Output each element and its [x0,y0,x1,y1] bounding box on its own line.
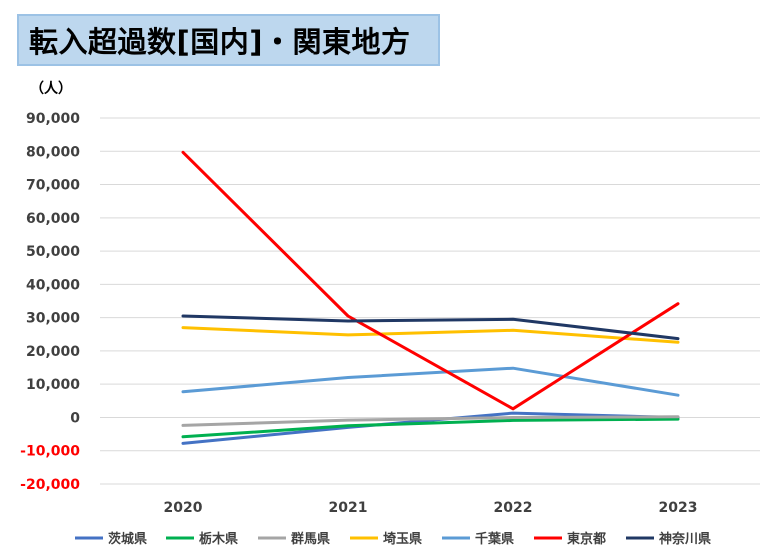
legend-label: 神奈川県 [659,531,711,547]
legend-label: 東京都 [567,531,606,547]
y-tick-label: 20,000 [26,344,80,360]
y-tick-label: 80,000 [26,144,80,160]
series-line [181,417,680,439]
series-line [181,314,680,341]
y-tick-label: 0 [70,410,80,426]
legend-label: 群馬県 [291,531,330,547]
series-line [181,326,680,344]
y-axis-ticks: -20,000 -10,000 0 10,000 20,000 30,000 40,000 5… [20,111,80,493]
legend-label: 茨城県 [108,531,147,547]
x-tick-label: 2022 [494,500,533,516]
series-lines [181,150,680,445]
y-tick-label: 50,000 [26,244,80,260]
chart-title-box: 転入超過数[国内]・関東地方 [17,14,440,66]
x-axis-ticks: 2020 2021 2022 2023 [164,500,698,516]
y-tick-label: 90,000 [26,111,80,127]
legend: 茨城県 栃木県 群馬県 埼玉県 千葉県 東京都 神奈川県 [75,531,711,547]
y-tick-label: 60,000 [26,211,80,227]
y-tick-label: 40,000 [26,277,80,293]
y-axis-unit-label: （人） [30,81,72,97]
x-tick-label: 2023 [659,500,698,516]
y-tick-label: -10,000 [20,444,80,460]
legend-label: 千葉県 [475,531,514,547]
y-tick-label: 70,000 [26,178,80,194]
gridlines [100,117,760,485]
series-line [181,366,680,397]
series-line [181,150,680,411]
y-tick-label: 30,000 [26,311,80,327]
y-tick-label: -20,000 [20,477,80,493]
legend-label: 栃木県 [199,531,238,547]
x-tick-label: 2020 [164,500,203,516]
chart-title: 転入超過数[国内]・関東地方 [29,25,411,59]
legend-label: 埼玉県 [383,531,422,547]
series-line [181,415,680,427]
x-tick-label: 2021 [329,500,368,516]
y-tick-label: 10,000 [26,377,80,393]
